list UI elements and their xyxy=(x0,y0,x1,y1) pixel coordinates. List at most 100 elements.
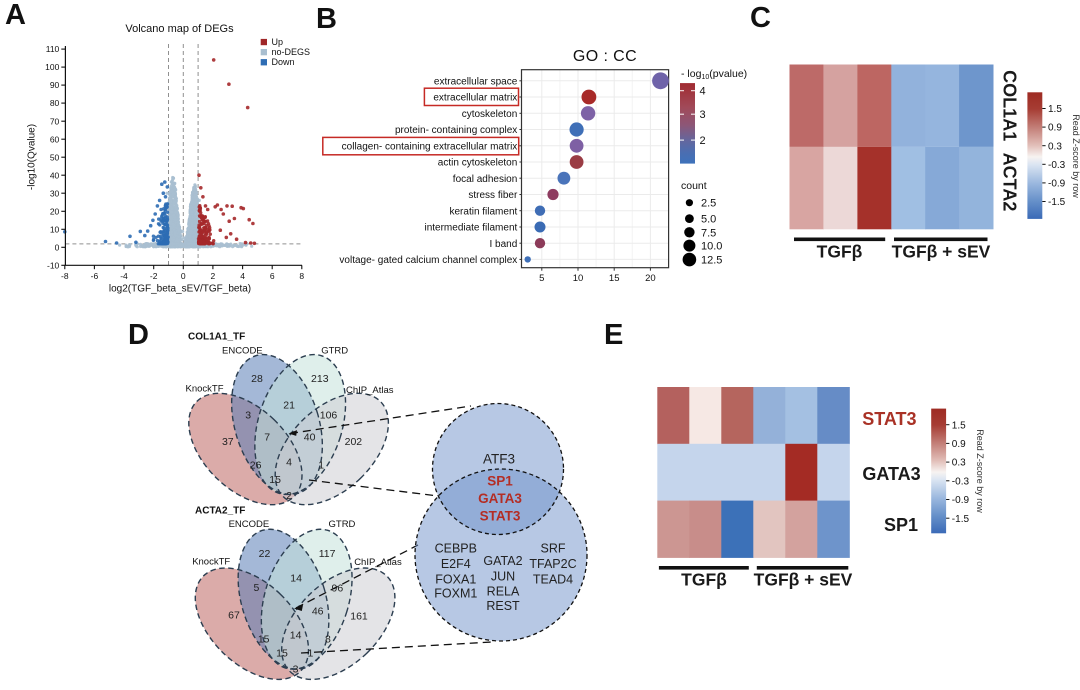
svg-text:-8: -8 xyxy=(61,271,69,281)
svg-text:E2F4: E2F4 xyxy=(441,557,471,571)
svg-text:22: 22 xyxy=(259,548,271,560)
svg-text:COL1A1_TF: COL1A1_TF xyxy=(188,332,245,343)
svg-text:110: 110 xyxy=(46,44,60,54)
svg-text:0.3: 0.3 xyxy=(1048,141,1062,152)
svg-text:-2: -2 xyxy=(150,271,158,281)
svg-text:JUN: JUN xyxy=(491,570,515,584)
svg-text:15: 15 xyxy=(269,474,281,486)
svg-text:0.9: 0.9 xyxy=(952,439,966,450)
svg-text:3: 3 xyxy=(245,410,251,422)
svg-text:B: B xyxy=(316,3,337,35)
svg-text:12.5: 12.5 xyxy=(701,255,722,267)
svg-text:focal adhesion: focal adhesion xyxy=(453,174,518,185)
svg-text:0.9: 0.9 xyxy=(1048,123,1062,134)
svg-text:20: 20 xyxy=(645,273,656,284)
svg-text:cytoskeleton: cytoskeleton xyxy=(462,109,518,120)
svg-text:106: 106 xyxy=(320,410,338,422)
svg-text:6: 6 xyxy=(270,271,275,281)
svg-text:GATA3: GATA3 xyxy=(478,491,522,506)
svg-text:log2(TGF_beta_sEV/TGF_beta): log2(TGF_beta_sEV/TGF_beta) xyxy=(109,284,251,295)
svg-text:D: D xyxy=(128,319,149,351)
svg-text:Up: Up xyxy=(272,37,284,47)
svg-text:40: 40 xyxy=(304,432,316,444)
svg-text:voltage- gated calcium channel: voltage- gated calcium channel complex xyxy=(339,255,517,266)
svg-text:TGFβ + sEV: TGFβ + sEV xyxy=(892,242,991,262)
svg-text:ACTA2_TF: ACTA2_TF xyxy=(195,506,245,517)
svg-text:-0.9: -0.9 xyxy=(952,495,970,506)
svg-text:intermediate filament: intermediate filament xyxy=(424,223,517,234)
svg-text:0: 0 xyxy=(181,271,186,281)
svg-text:60: 60 xyxy=(50,134,60,144)
svg-text:Read Z-score by row: Read Z-score by row xyxy=(1071,114,1080,198)
svg-text:0: 0 xyxy=(55,242,60,252)
svg-text:14: 14 xyxy=(290,573,302,585)
svg-text:STAT3: STAT3 xyxy=(862,409,916,429)
svg-text:4: 4 xyxy=(286,456,292,468)
svg-text:15: 15 xyxy=(609,273,620,284)
svg-text:3: 3 xyxy=(293,664,299,676)
svg-text:Volcano map of DEGs: Volcano map of DEGs xyxy=(125,23,234,35)
svg-text:TEAD4: TEAD4 xyxy=(533,572,573,586)
svg-text:100: 100 xyxy=(45,62,59,72)
svg-text:161: 161 xyxy=(350,611,368,623)
svg-text:REST: REST xyxy=(486,599,520,613)
svg-text:14: 14 xyxy=(290,629,302,641)
svg-text:10: 10 xyxy=(573,273,584,284)
svg-text:-0.9: -0.9 xyxy=(1048,179,1066,190)
svg-text:67: 67 xyxy=(228,610,240,622)
svg-text:FOXM1: FOXM1 xyxy=(434,587,477,601)
svg-text:21: 21 xyxy=(283,399,295,411)
svg-text:40: 40 xyxy=(50,170,60,180)
svg-text:26: 26 xyxy=(250,459,262,471)
svg-text:count: count xyxy=(681,180,707,192)
svg-text:ChIP_Atlas: ChIP_Atlas xyxy=(346,385,394,396)
svg-text:KnockTF: KnockTF xyxy=(186,383,224,394)
svg-text:TGFβ: TGFβ xyxy=(817,242,863,262)
svg-text:10: 10 xyxy=(50,224,60,234)
svg-text:15: 15 xyxy=(276,648,288,660)
svg-text:202: 202 xyxy=(345,436,363,448)
svg-text:E: E xyxy=(604,319,623,351)
svg-text:SP1: SP1 xyxy=(884,515,918,535)
svg-text:KnockTF: KnockTF xyxy=(192,557,230,568)
svg-text:GO : CC: GO : CC xyxy=(573,48,637,65)
svg-text:SP1: SP1 xyxy=(487,474,513,489)
svg-text:46: 46 xyxy=(312,606,324,618)
svg-text:GATA2: GATA2 xyxy=(483,554,522,568)
svg-text:C: C xyxy=(750,2,771,34)
svg-text:TGFβ: TGFβ xyxy=(681,570,727,590)
svg-text:SRF: SRF xyxy=(541,542,566,556)
svg-text:ChIP_Atlas: ChIP_Atlas xyxy=(354,557,402,568)
svg-text:2: 2 xyxy=(286,490,292,502)
svg-text:-4: -4 xyxy=(120,271,128,281)
svg-text:7: 7 xyxy=(264,432,270,444)
svg-text:extracellular matrix: extracellular matrix xyxy=(433,93,517,104)
svg-text:28: 28 xyxy=(251,373,263,385)
svg-text:ENCODE: ENCODE xyxy=(222,345,263,356)
svg-text:2.5: 2.5 xyxy=(701,198,716,210)
svg-text:ACTA2: ACTA2 xyxy=(1000,153,1020,212)
svg-text:ENCODE: ENCODE xyxy=(229,519,270,530)
svg-text:actin cytoskeleton: actin cytoskeleton xyxy=(438,158,518,169)
svg-text:-6: -6 xyxy=(91,271,99,281)
svg-text:4: 4 xyxy=(700,86,706,98)
svg-text:Read Z-score by row: Read Z-score by row xyxy=(975,429,985,513)
svg-text:1.5: 1.5 xyxy=(952,420,966,431)
svg-text:-1.5: -1.5 xyxy=(952,514,970,525)
svg-text:1: 1 xyxy=(307,648,313,660)
svg-text:GTRD: GTRD xyxy=(329,519,356,530)
svg-text:-1.5: -1.5 xyxy=(1048,197,1066,208)
svg-text:2: 2 xyxy=(211,271,216,281)
svg-text:70: 70 xyxy=(50,116,60,126)
svg-text:20: 20 xyxy=(50,206,60,216)
svg-text:213: 213 xyxy=(311,373,329,385)
svg-text:50: 50 xyxy=(50,152,60,162)
svg-text:I band: I band xyxy=(489,239,517,250)
svg-text:15: 15 xyxy=(258,634,270,646)
svg-text:5.0: 5.0 xyxy=(701,214,716,226)
svg-text:no-DEGS: no-DEGS xyxy=(272,47,311,57)
svg-text:-log10(Qvalue): -log10(Qvalue) xyxy=(27,124,38,190)
svg-text:FOXA1: FOXA1 xyxy=(435,572,476,586)
svg-text:ATF3: ATF3 xyxy=(483,452,515,467)
svg-text:8: 8 xyxy=(325,634,331,646)
